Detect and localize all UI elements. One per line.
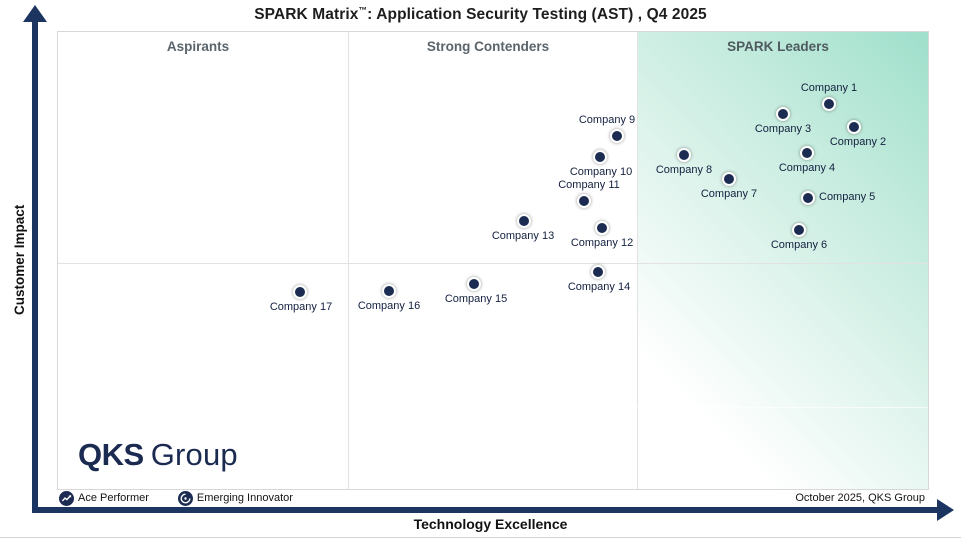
data-point-label: Company 7 (700, 188, 758, 200)
emerging-innovator-icon (177, 490, 193, 506)
data-point-label: Company 8 (655, 164, 713, 176)
data-point (467, 277, 481, 291)
x-axis-line (32, 507, 938, 513)
data-point (591, 265, 605, 279)
grid-line-horizontal-1 (58, 263, 928, 264)
legend-item-ace-performer: Ace Performer (59, 490, 149, 506)
data-point-label: Company 9 (578, 114, 636, 126)
logo-group-text: Group (150, 437, 238, 472)
data-point (776, 107, 790, 121)
data-point (610, 129, 624, 143)
data-point (722, 172, 736, 186)
y-axis-arrow-icon (23, 5, 47, 22)
data-point-label: Company 13 (491, 230, 555, 242)
data-point (382, 284, 396, 298)
chart-title-main: SPARK Matrix (254, 6, 359, 24)
data-point (293, 285, 307, 299)
data-point (677, 148, 691, 162)
data-point-label: Company 6 (770, 239, 828, 251)
data-point-label: Company 16 (357, 300, 421, 312)
data-point (577, 194, 591, 208)
y-axis-line (32, 20, 38, 513)
qks-group-logo: QKS Group (78, 438, 238, 471)
data-point (593, 150, 607, 164)
data-point-label: Company 1 (800, 82, 858, 94)
quadrant-label-aspirants: Aspirants (166, 39, 230, 54)
data-point (792, 223, 806, 237)
x-axis-arrow-icon (937, 499, 954, 521)
y-axis-label: Customer Impact (12, 204, 27, 315)
trademark-symbol: ™ (358, 5, 368, 15)
grid-line-vertical-2 (637, 32, 638, 489)
data-point-label: Company 15 (444, 293, 508, 305)
chart-title-rest: : Application Security Testing (AST) , Q… (367, 6, 707, 24)
data-point (595, 221, 609, 235)
grid-line-vertical-1 (348, 32, 349, 489)
data-point-label: Company 3 (754, 123, 812, 135)
data-point (517, 214, 531, 228)
data-point (822, 97, 836, 111)
ace-performer-icon (59, 490, 74, 506)
x-axis-label: Technology Excellence (413, 516, 568, 532)
data-point-label: Company 10 (569, 166, 633, 178)
data-point (801, 191, 815, 205)
plot-area: Aspirants Strong Contenders SPARK Leader… (57, 31, 929, 490)
footer-note: October 2025, QKS Group (795, 492, 925, 504)
data-point-label: Company 5 (819, 191, 876, 203)
data-point (800, 146, 814, 160)
chart-title: SPARK Matrix™: Application Security Test… (30, 5, 931, 24)
data-point-label: Company 17 (269, 301, 333, 313)
data-point-label: Company 14 (567, 281, 631, 293)
data-point-label: Company 4 (778, 162, 836, 174)
legend: Ace Performer Emerging Innovator (59, 490, 293, 506)
data-point (847, 120, 861, 134)
quadrant-label-spark-leaders: SPARK Leaders (727, 39, 829, 54)
quadrant-label-strong-contenders: Strong Contenders (426, 39, 550, 54)
legend-label-emerging-innovator: Emerging Innovator (196, 492, 293, 504)
bottom-divider (0, 537, 961, 538)
leaders-quadrant-gradient (637, 32, 928, 489)
legend-item-emerging-innovator: Emerging Innovator (177, 490, 293, 506)
data-point-label: Company 2 (829, 136, 887, 148)
data-point-label: Company 12 (570, 237, 634, 249)
data-point-label: Company 11 (558, 179, 620, 191)
grid-line-horizontal-leaders (637, 407, 928, 408)
logo-qks-text: QKS (78, 437, 144, 472)
legend-label-ace-performer: Ace Performer (78, 492, 149, 504)
